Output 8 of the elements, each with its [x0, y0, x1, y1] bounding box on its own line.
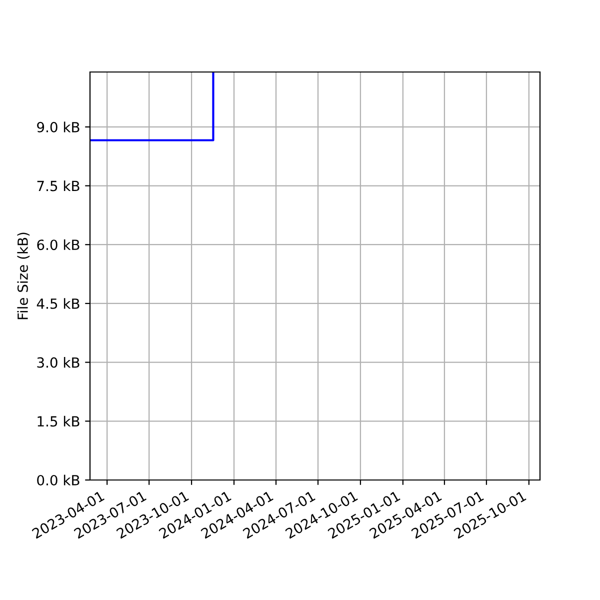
y-tick-label: 4.5 kB [36, 298, 80, 309]
y-tick-label: 7.5 kB [37, 180, 80, 192]
y-axis-title: File Size (kB) [17, 232, 30, 320]
y-tick-label: 1.5 kB [38, 416, 80, 427]
y-tick-label: 9.0 kB [37, 122, 80, 132]
y-tick-label: 3.0 kB [37, 357, 80, 368]
y-tick-label: 0.0 kB [37, 474, 80, 486]
y-tick-label: 6.0 kB [37, 239, 80, 250]
